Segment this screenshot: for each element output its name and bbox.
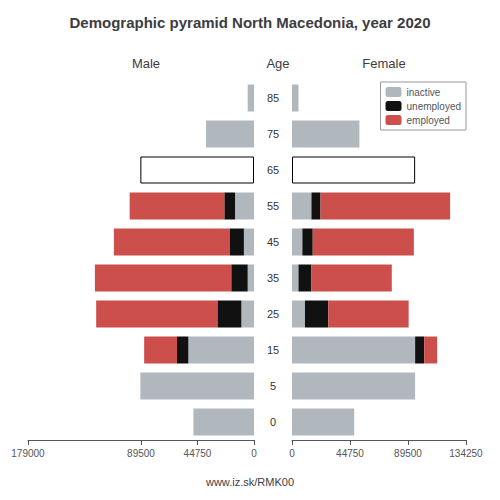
svg-text:55: 55 bbox=[267, 200, 279, 212]
svg-text:employed: employed bbox=[407, 115, 450, 126]
svg-text:89500: 89500 bbox=[127, 448, 155, 459]
svg-text:134250: 134250 bbox=[449, 448, 483, 459]
svg-text:www.iz.sk/RMK00: www.iz.sk/RMK00 bbox=[205, 476, 294, 488]
svg-text:65: 65 bbox=[267, 164, 279, 176]
svg-text:Age: Age bbox=[266, 56, 289, 71]
svg-text:0: 0 bbox=[289, 448, 295, 459]
svg-text:179000: 179000 bbox=[11, 448, 45, 459]
svg-text:89500: 89500 bbox=[394, 448, 422, 459]
svg-text:Demographic pyramid North Mace: Demographic pyramid North Macedonia, yea… bbox=[70, 14, 431, 31]
svg-text:Male: Male bbox=[132, 56, 160, 71]
svg-text:45: 45 bbox=[267, 236, 279, 248]
svg-text:inactive: inactive bbox=[407, 87, 441, 98]
svg-text:25: 25 bbox=[267, 308, 279, 320]
svg-text:0: 0 bbox=[251, 448, 257, 459]
svg-text:5: 5 bbox=[270, 380, 276, 392]
svg-text:44750: 44750 bbox=[336, 448, 364, 459]
svg-text:85: 85 bbox=[267, 92, 279, 104]
svg-text:75: 75 bbox=[267, 128, 279, 140]
svg-text:44750: 44750 bbox=[184, 448, 212, 459]
svg-text:15: 15 bbox=[267, 344, 279, 356]
svg-text:0: 0 bbox=[270, 416, 276, 428]
svg-text:Female: Female bbox=[362, 56, 405, 71]
svg-text:unemployed: unemployed bbox=[407, 101, 461, 112]
svg-text:35: 35 bbox=[267, 272, 279, 284]
